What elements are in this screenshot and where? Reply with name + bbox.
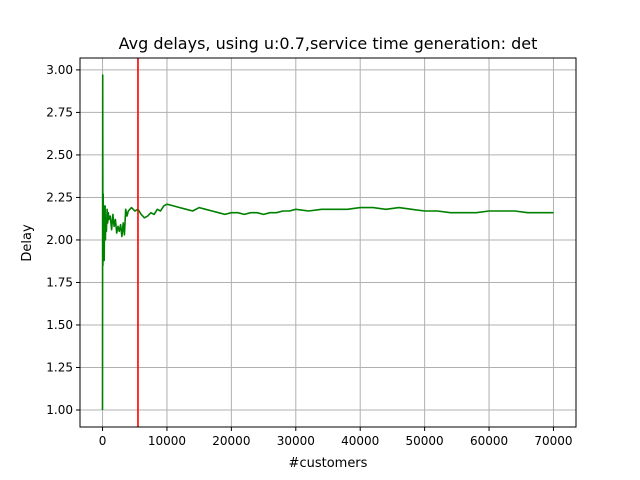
y-tick-label: 1.75	[46, 275, 73, 289]
x-tick-label: 50000	[406, 434, 444, 448]
axes-frame	[79, 57, 577, 428]
x-tick-label: 10000	[148, 434, 186, 448]
series-line	[101, 74, 554, 411]
y-tick-label: 1.25	[46, 360, 73, 374]
chart-title: Avg delays, using u:0.7,service time gen…	[119, 34, 538, 53]
y-tick-label: 1.50	[46, 318, 73, 332]
x-tick-label: 20000	[212, 434, 250, 448]
y-tick-label: 2.50	[46, 148, 73, 162]
y-tick-label: 2.75	[46, 105, 73, 119]
axis-ticks: 0 10000 20000 30000 40000 50000 60000 70000 1.00…	[46, 63, 572, 448]
y-axis-label: Delay	[20, 224, 35, 262]
y-tick-label: 2.25	[46, 190, 73, 204]
x-tick-label: 60000	[470, 434, 508, 448]
y-tick-label: 1.00	[46, 403, 73, 417]
plot-area	[101, 58, 554, 427]
y-tick-label: 3.00	[46, 63, 73, 77]
x-tick-label: 30000	[277, 434, 315, 448]
x-tick-label: 0	[99, 434, 107, 448]
y-tick-label: 2.00	[46, 233, 73, 247]
grid	[80, 58, 576, 427]
x-axis-label: #customers	[289, 456, 368, 471]
x-tick-label: 70000	[534, 434, 572, 448]
x-tick-label: 40000	[341, 434, 379, 448]
